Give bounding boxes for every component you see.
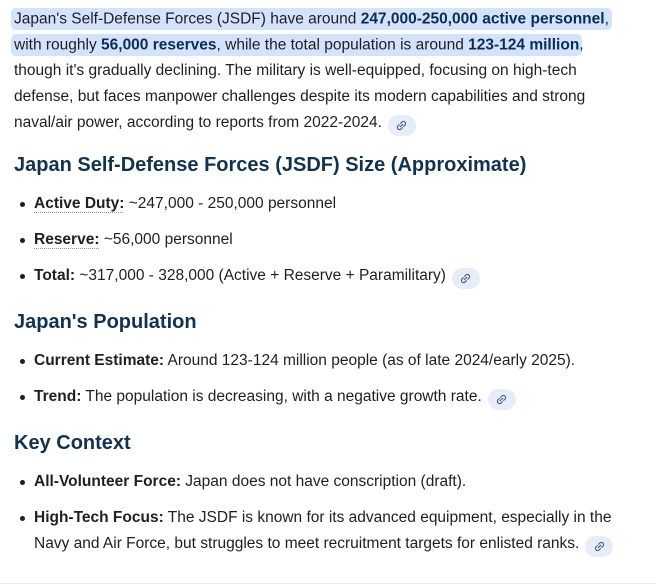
population-list: Current Estimate: Around 123-124 million… bbox=[14, 348, 634, 410]
item-text: The JSDF is known for its advanced equip… bbox=[34, 509, 612, 552]
intro-run-3: , with roughly bbox=[14, 10, 609, 53]
list-item: Trend: The population is decreasing, wit… bbox=[14, 384, 634, 410]
item-label: All-Volunteer Force: bbox=[34, 473, 181, 490]
key-context-list: All-Volunteer Force: Japan does not have… bbox=[14, 469, 634, 557]
intro-run-1: Japan's Self-Defense Forces (JSDF) have … bbox=[14, 10, 361, 27]
link-icon bbox=[497, 394, 507, 405]
intro-run-2-bold: 247,000-250,000 active personnel bbox=[360, 10, 605, 27]
source-link-chip[interactable] bbox=[487, 389, 516, 410]
item-label: Total: bbox=[34, 267, 76, 284]
highlighted-passage: Japan's Self-Defense Forces (JSDF) have … bbox=[11, 7, 612, 56]
item-label: Reserve: bbox=[34, 231, 100, 248]
item-text: ~317,000 - 328,000 (Active + Reserve + P… bbox=[79, 267, 446, 284]
link-icon bbox=[461, 273, 471, 284]
intro-run-5: , while the total population is around bbox=[216, 36, 469, 53]
link-icon bbox=[397, 120, 407, 131]
list-item: Current Estimate: Around 123-124 million… bbox=[14, 348, 634, 374]
intro-paragraph: Japan's Self-Defense Forces (JSDF) have … bbox=[11, 6, 634, 136]
source-link-chip[interactable] bbox=[585, 536, 614, 557]
item-label: Active Duty: bbox=[34, 195, 125, 212]
source-link-chip[interactable] bbox=[451, 268, 480, 289]
item-text: Japan does not have conscription (draft)… bbox=[185, 473, 467, 490]
list-item: Total: ~317,000 - 328,000 (Active + Rese… bbox=[14, 263, 634, 289]
list-item: All-Volunteer Force: Japan does not have… bbox=[14, 469, 634, 495]
section-heading-population: Japan's Population bbox=[14, 311, 197, 333]
item-text: ~247,000 - 250,000 personnel bbox=[128, 195, 337, 212]
jsdf-size-list: Active Duty: ~247,000 - 250,000 personne… bbox=[14, 191, 634, 289]
item-text: The population is decreasing, with a neg… bbox=[85, 388, 482, 405]
intro-rest: , though it's gradually declining. The m… bbox=[14, 36, 586, 131]
answer-body: Japan's Self-Defense Forces (JSDF) have … bbox=[11, 6, 634, 557]
item-text: Around 123-124 million people (as of lat… bbox=[167, 352, 576, 369]
section-heading-key-context: Key Context bbox=[14, 432, 131, 454]
item-label: High-Tech Focus: bbox=[34, 509, 164, 526]
intro-run-6-bold: 123-124 million bbox=[468, 36, 580, 53]
list-item: High-Tech Focus: The JSDF is known for i… bbox=[14, 505, 634, 557]
list-item: Reserve: ~56,000 personnel bbox=[14, 227, 634, 253]
item-label: Trend: bbox=[34, 388, 82, 405]
link-icon bbox=[594, 541, 604, 552]
section-heading-jsdf-size: Japan Self-Defense Forces (JSDF) Size (A… bbox=[14, 154, 527, 176]
item-text: ~56,000 personnel bbox=[103, 231, 233, 248]
item-label: Current Estimate: bbox=[34, 352, 165, 369]
intro-run-4-bold: 56,000 reserves bbox=[101, 36, 217, 53]
source-link-chip[interactable] bbox=[387, 115, 416, 136]
list-item: Active Duty: ~247,000 - 250,000 personne… bbox=[14, 191, 634, 217]
